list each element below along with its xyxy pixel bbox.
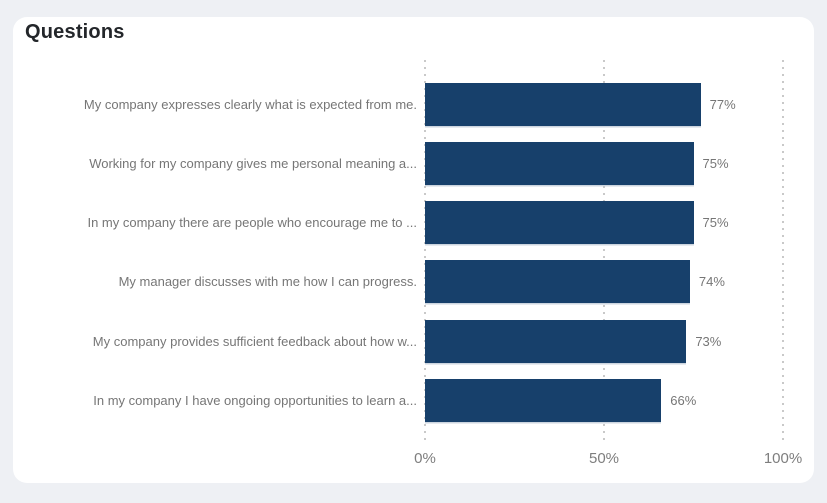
bar[interactable] <box>425 379 662 422</box>
value-label: 75% <box>702 155 729 171</box>
x-axis-tick-label: 0% <box>414 450 436 467</box>
value-label: 75% <box>702 215 729 231</box>
gridline-50 <box>603 60 605 444</box>
bar[interactable] <box>425 260 690 304</box>
bar[interactable] <box>425 319 687 363</box>
gridline-100 <box>782 60 784 444</box>
value-label: 74% <box>698 274 725 290</box>
bar[interactable] <box>425 201 694 245</box>
question-label: My company expresses clearly what is exp… <box>83 96 417 112</box>
x-axis-tick-label: 100% <box>763 450 803 467</box>
questions-card: Questions My company expresses clearly w… <box>13 17 814 483</box>
question-label: My manager discusses with me how I can p… <box>118 274 417 290</box>
gridline-0 <box>424 60 426 444</box>
chart-title: Questions <box>25 21 125 43</box>
value-label: 77% <box>709 96 736 112</box>
bar[interactable] <box>425 82 701 126</box>
question-label: In my company there are people who encou… <box>87 215 417 231</box>
question-label: My company provides sufficient feedback … <box>92 333 417 349</box>
x-axis-tick-label: 50% <box>588 450 620 467</box>
bar-chart: My company expresses clearly what is exp… <box>13 17 814 483</box>
question-label: In my company I have ongoing opportuniti… <box>93 393 417 408</box>
value-label: 73% <box>695 333 722 349</box>
bar[interactable] <box>425 141 694 185</box>
question-label: Working for my company gives me personal… <box>89 155 417 171</box>
value-label: 66% <box>670 393 697 408</box>
